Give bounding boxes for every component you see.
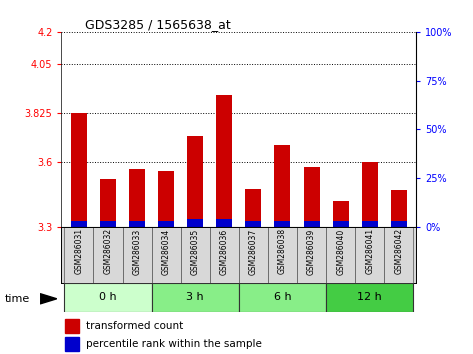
Bar	[71, 221, 87, 227]
Text: GSM286039: GSM286039	[307, 228, 316, 274]
Bar	[187, 136, 203, 227]
Bar	[362, 162, 378, 227]
Text: transformed count: transformed count	[87, 321, 184, 331]
Text: GSM286032: GSM286032	[104, 228, 113, 274]
Bar	[333, 201, 349, 227]
Bar	[210, 227, 239, 283]
Bar	[304, 167, 320, 227]
Bar	[333, 221, 349, 227]
Text: GSM286042: GSM286042	[394, 228, 403, 274]
Bar	[71, 113, 87, 227]
Text: GSM286037: GSM286037	[249, 228, 258, 274]
Bar	[152, 227, 181, 283]
Text: 0 h: 0 h	[99, 292, 117, 302]
Bar	[239, 227, 268, 283]
Bar	[158, 221, 174, 227]
Bar	[152, 283, 239, 312]
Text: GSM286035: GSM286035	[191, 228, 200, 274]
Bar	[274, 145, 290, 227]
Bar	[216, 95, 232, 227]
Bar	[64, 227, 94, 283]
Text: GDS3285 / 1565638_at: GDS3285 / 1565638_at	[85, 18, 231, 31]
Bar	[158, 171, 174, 227]
Text: GSM286040: GSM286040	[336, 228, 345, 274]
Bar	[65, 319, 79, 333]
Text: GSM286031: GSM286031	[74, 228, 83, 274]
Bar	[391, 221, 407, 227]
Text: 3 h: 3 h	[186, 292, 204, 302]
Bar	[187, 219, 203, 227]
Text: GSM286038: GSM286038	[278, 228, 287, 274]
Bar	[94, 227, 123, 283]
Bar	[245, 221, 262, 227]
Text: GSM286033: GSM286033	[132, 228, 141, 274]
Bar	[129, 221, 145, 227]
Bar	[391, 190, 407, 227]
Bar	[64, 283, 152, 312]
Bar	[129, 169, 145, 227]
Bar	[65, 337, 79, 351]
Text: time: time	[5, 294, 30, 304]
Bar	[100, 221, 116, 227]
Text: GSM286036: GSM286036	[220, 228, 229, 274]
Text: percentile rank within the sample: percentile rank within the sample	[87, 339, 262, 349]
Bar	[384, 227, 413, 283]
Text: GSM286034: GSM286034	[162, 228, 171, 274]
Bar	[268, 227, 297, 283]
Bar	[239, 283, 326, 312]
Text: 6 h: 6 h	[274, 292, 291, 302]
Bar	[100, 179, 116, 227]
Bar	[216, 219, 232, 227]
Bar	[274, 221, 290, 227]
Bar	[304, 221, 320, 227]
Bar	[245, 189, 262, 227]
Bar	[362, 221, 378, 227]
Polygon shape	[40, 294, 57, 304]
Bar	[297, 227, 326, 283]
Bar	[123, 227, 152, 283]
Bar	[326, 283, 413, 312]
Text: GSM286041: GSM286041	[365, 228, 374, 274]
Bar	[181, 227, 210, 283]
Bar	[326, 227, 355, 283]
Text: 12 h: 12 h	[357, 292, 382, 302]
Bar	[355, 227, 384, 283]
